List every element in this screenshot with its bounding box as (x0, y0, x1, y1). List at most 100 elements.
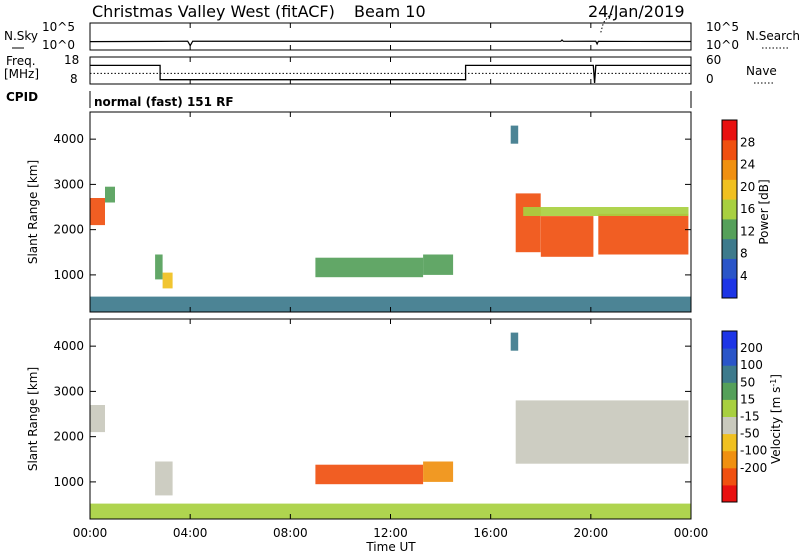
date-label: 24/Jan/2019 (588, 2, 685, 21)
x-tick-label: 00:00 (73, 526, 108, 540)
power-colorbar-tick: 28 (740, 135, 755, 149)
heatmap-region (598, 213, 689, 255)
sky-panel: N.Sky 10^5 10^0 10^5 10^0 N.Search (4, 12, 800, 52)
velocity-colorbar-swatch (722, 433, 737, 452)
power-colorbar-label: Power [dB] (757, 179, 771, 244)
velocity-colorbar-swatch (722, 382, 737, 400)
power-colorbar-tick: 16 (740, 202, 755, 216)
heatmap-region (155, 254, 163, 280)
sky-left-tick-bottom: 10^0 (42, 38, 75, 52)
station-title: Christmas Valley West (fitACF) (92, 2, 335, 21)
velocity-colorbar-tick: 15 (740, 392, 755, 406)
velocity-colorbar-swatch (722, 450, 737, 469)
heatmap-region (515, 193, 541, 253)
x-tick-label: 16:00 (473, 526, 508, 540)
power-colorbar-swatch (722, 238, 737, 259)
power-colorbar-tick: 4 (740, 269, 748, 283)
heatmap-region (90, 405, 105, 433)
heatmap-region (105, 186, 115, 203)
sky-right-tick-bottom: 10^0 (706, 38, 739, 52)
heatmap-region (423, 461, 454, 482)
cpid-panel: CPID normal (fast) 151 RF (6, 90, 692, 109)
power-colorbar-frame (721, 119, 738, 299)
velocity-colorbar-swatch (722, 416, 737, 435)
heatmap-region (423, 254, 454, 275)
heatmap-region (90, 296, 691, 312)
x-tick-label: 04:00 (173, 526, 208, 540)
velocity-colorbar-swatch (722, 467, 737, 486)
heatmap-region (510, 332, 519, 351)
y-tick-label: 1000 (53, 268, 84, 282)
cpid-label: CPID (6, 90, 38, 104)
beam-label: Beam 10 (354, 2, 426, 21)
velocity-colorbar-tick: 200 (740, 341, 763, 355)
freq-series-line (90, 64, 691, 84)
velocity-colorbar-tick: 50 (740, 375, 755, 389)
power-colorbar-tick: 12 (740, 224, 755, 238)
power-panel: Slant Range [km] 1000 2000 3000 4000 4 8 12 16… (26, 111, 771, 313)
velocity-colorbar-swatch (722, 348, 737, 366)
heatmap-region (540, 216, 594, 257)
nave-label: Nave (746, 64, 777, 78)
velocity-colorbar-label: Velocity [m s-1] (769, 374, 784, 464)
sky-left-tick-top: 10^5 (42, 20, 75, 34)
velocity-colorbar-swatch (722, 399, 737, 417)
y-tick-label: 2000 (53, 223, 84, 237)
nsky-series-line (89, 39, 692, 47)
x-axis-label: Time UT (365, 540, 416, 554)
freq-right-tick-top: 60 (706, 53, 721, 67)
x-tick-label: 20:00 (574, 526, 609, 540)
heatmap-region (510, 125, 519, 144)
y-tick-label: 4000 (53, 132, 84, 146)
sky-left-label: N.Sky (4, 29, 38, 43)
heatmap-region (315, 464, 424, 485)
power-colorbar-tick: 20 (740, 180, 755, 194)
power-colorbar-swatch (722, 199, 737, 220)
y-tick-label: 2000 (53, 430, 84, 444)
velocity-colorbar-swatch (722, 484, 737, 503)
velocity-panel: Slant Range [km] 1000 2000 3000 4000 200 100… (26, 318, 784, 520)
y-tick-label: 1000 (53, 475, 84, 489)
nsearch-series-line (600, 12, 614, 33)
velocity-colorbar-label-close: ] (769, 374, 783, 379)
power-colorbar-swatch (722, 120, 737, 141)
x-axis: 00:00 04:00 08:00 12:00 16:00 20:00 00:00 (73, 23, 708, 540)
velocity-colorbar-tick: -15 (740, 410, 760, 424)
power-colorbar-tick: 24 (740, 158, 755, 172)
velocity-colorbar-label-exp: -1 (769, 379, 778, 387)
velocity-colorbar-tick: 100 (740, 358, 763, 372)
freq-left-label: Freq. (6, 54, 36, 68)
velocity-colorbar-tick: -50 (740, 427, 760, 441)
velocity-colorbar-tick: -200 (740, 461, 767, 475)
x-tick-label: 12:00 (373, 526, 408, 540)
heatmap-region (315, 257, 424, 278)
heatmap-region (90, 198, 105, 226)
y-tick-label: 3000 (53, 177, 84, 191)
heatmap-region (162, 272, 173, 289)
freq-left-unit: [MHz] (4, 67, 39, 81)
power-colorbar-swatch (722, 278, 737, 299)
freq-right-tick-bottom: 0 (706, 72, 714, 86)
freq-panel: Freq. [MHz] 18 8 60 0 Nave (4, 53, 777, 86)
velocity-colorbar-frame (721, 330, 738, 503)
power-colorbar-swatch (722, 139, 737, 161)
power-colorbar-swatch (722, 179, 737, 200)
heatmap-region (515, 400, 689, 464)
sky-right-tick-top: 10^5 (706, 20, 739, 34)
y-tick-label: 3000 (53, 384, 84, 398)
velocity-colorbar-tick: -100 (740, 444, 767, 458)
y-tick-label: 4000 (53, 339, 84, 353)
freq-left-tick-bottom: 8 (70, 72, 78, 86)
velocity-colorbar-label-main: Velocity [m s (769, 387, 783, 464)
cpid-program: normal (fast) 151 RF (94, 95, 234, 109)
x-tick-label: 08:00 (273, 526, 308, 540)
heatmap-region (523, 207, 689, 216)
velocity-colorbar-swatch (722, 365, 737, 383)
heatmap-region (155, 461, 173, 496)
heatmap-region (90, 503, 691, 519)
sky-right-label: N.Search (746, 29, 800, 43)
freq-left-tick-top: 18 (64, 53, 79, 67)
velocity-colorbar-swatch (722, 331, 737, 349)
power-colorbar-swatch (722, 258, 737, 279)
